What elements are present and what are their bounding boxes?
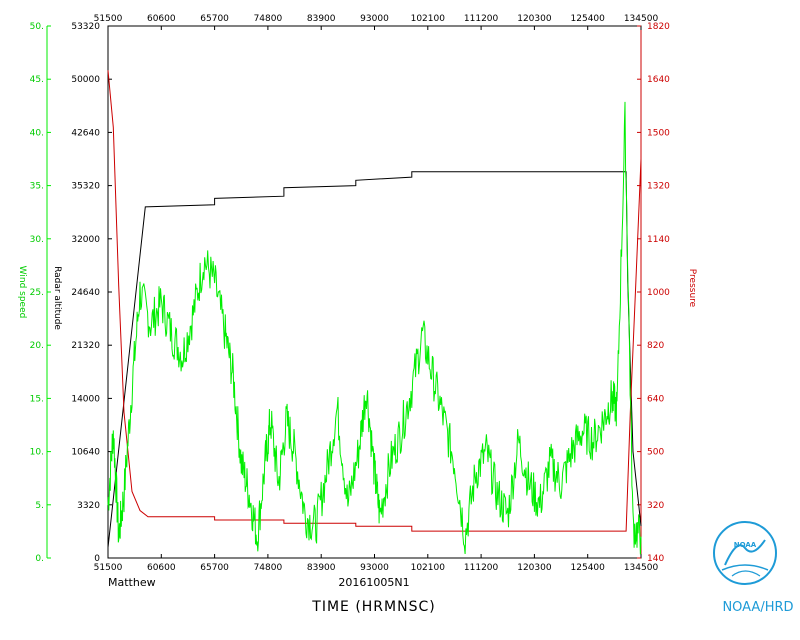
altitude-tick-label: 0 [94,554,100,564]
altitude-tick-label: 50000 [71,75,100,85]
flight-id: 20161005N1 [338,576,409,589]
wind-axis-title: Wind speed [17,266,27,319]
pressure-tick-label: 1640 [647,75,670,85]
x-tick-label-top: 74800 [254,14,283,24]
altitude-tick-label: 14000 [71,394,100,404]
pressure-tick-label: 1320 [647,182,670,192]
x-tick-label: 93000 [360,563,389,573]
x-tick-label: 60600 [147,563,176,573]
pressure-tick-label: 320 [647,501,664,511]
x-tick-label: 134500 [624,563,659,573]
x-tick-label-top: 120300 [517,14,552,24]
x-tick-label-top: 102100 [411,14,446,24]
altitude-tick-label: 24640 [71,288,100,298]
altitude-series-line [107,171,642,548]
wind-tick-label: 35. [30,182,44,192]
noaa-logo-icon: NOAA [713,521,777,585]
wind-tick-label: 25. [30,288,44,298]
wind-tick-label: 15. [30,394,44,404]
x-tick-label-top: 93000 [360,14,389,24]
x-tick-label-top: 65700 [200,14,229,24]
pressure-tick-label: 820 [647,341,664,351]
altitude-tick-label: 42640 [71,128,100,138]
pressure-tick-label: 1000 [647,288,670,298]
wind-tick-label: 50. [30,22,44,32]
pressure-axis-title: Pressure [687,269,697,308]
wind-tick-label: 0. [35,554,44,564]
wind-tick-label: 30. [30,235,44,245]
altitude-tick-label: 21320 [71,341,100,351]
x-tick-label: 120300 [517,563,552,573]
tick-labels: 51500 51500 60600 60600 65700 65700 74800 74800… [30,14,671,573]
altitude-tick-label: 10640 [71,448,100,458]
pressure-tick-label: 500 [647,448,664,458]
x-tick-label: 51500 [94,563,123,573]
wind-series-line [107,101,642,555]
storm-name: Matthew [108,576,156,589]
wind-tick-label: 5. [35,501,44,511]
altitude-tick-label: 3320 [77,501,100,511]
x-tick-label-top: 125400 [571,14,606,24]
pressure-tick-label: 1820 [647,22,670,32]
x-axis-title: TIME (HRMNSC) [311,599,435,615]
x-tick-label: 65700 [200,563,229,573]
x-tick-label-top: 83900 [307,14,336,24]
wind-tick-label: 20. [30,341,44,351]
x-tick-label-top: 51500 [94,14,123,24]
x-tick-label-top: 134500 [624,14,659,24]
pressure-tick-label: 140 [647,554,664,564]
altitude-tick-label: 53320 [71,22,100,32]
x-tick-label: 111200 [464,563,499,573]
altitude-axis-title: Radar altitude [52,266,62,330]
x-tick-label: 102100 [411,563,446,573]
wind-tick-label: 10. [30,448,44,458]
pressure-tick-label: 1140 [647,235,670,245]
pressure-tick-label: 1500 [647,128,670,138]
noaa-logo-text: NOAA [734,541,757,549]
x-tick-label: 74800 [254,563,283,573]
wind-tick-label: 45. [30,75,44,85]
x-tick-label-top: 111200 [464,14,499,24]
pressure-tick-label: 640 [647,394,664,404]
x-tick-label: 83900 [307,563,336,573]
x-tick-label-top: 60600 [147,14,176,24]
credit-label: NOAA/HRD [722,600,793,615]
pressure-series-line [107,70,642,532]
altitude-tick-label: 35320 [71,182,100,192]
altitude-tick-label: 32000 [71,235,100,245]
wind-tick-label: 40. [30,128,44,138]
tick-marks [47,25,642,559]
x-tick-label: 125400 [571,563,606,573]
